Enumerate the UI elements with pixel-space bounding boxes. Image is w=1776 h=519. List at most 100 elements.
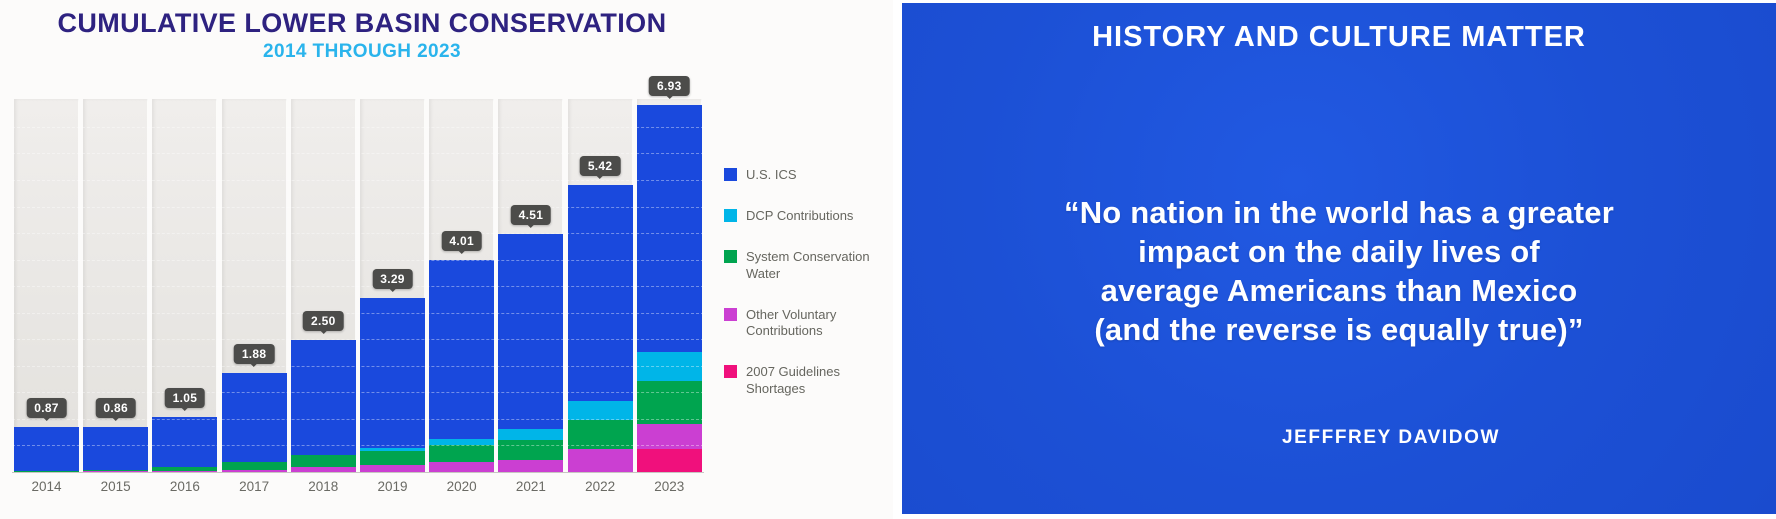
- x-axis-label: 2022: [585, 479, 616, 494]
- quote-attribution: JEFFFREY DAVIDOW: [1281, 427, 1501, 448]
- legend-swatch: [724, 208, 737, 222]
- value-badge: 6.93: [649, 76, 690, 100]
- gridline: [12, 365, 704, 367]
- gridline: [12, 339, 704, 341]
- value-badge: 0.86: [95, 398, 136, 422]
- segment-u-s-ics: [14, 426, 79, 471]
- quote-line: average Americans than Mexico: [1100, 273, 1578, 309]
- value-badge: 3.29: [372, 269, 413, 293]
- segment-2007-guidelines-shortages: [636, 449, 702, 473]
- quote-line: “No nation in the world has a greater: [1064, 195, 1614, 230]
- legend-swatch: [724, 168, 737, 181]
- segment-other-voluntary-contributions: [221, 469, 287, 473]
- legend-item: 2007 Guidelines Shortages: [724, 364, 892, 398]
- bar-2017: 1.88: [221, 71, 287, 473]
- gridline: [12, 179, 704, 181]
- segment-system-conservation-water: [14, 470, 79, 472]
- legend-item: U.S. ICS: [724, 167, 892, 184]
- x-axis-label: 2014: [31, 479, 62, 494]
- segment-other-voluntary-contributions: [290, 466, 356, 473]
- value-badge: 1.88: [233, 344, 275, 368]
- x-axis-label: 2020: [446, 479, 477, 494]
- segment-u-s-ics: [636, 105, 702, 352]
- segment-system-conservation-water: [83, 469, 149, 472]
- segment-dcp-contributions: [429, 439, 495, 446]
- chart-legend: U.S. ICS DCP Contributions System Conserva…: [724, 167, 892, 473]
- bar-2022: 5.42: [567, 71, 633, 473]
- chart-title: CUMULATIVE LOWER BASIN CONSERVATION: [57, 8, 667, 38]
- value-badge: 0.87: [26, 397, 67, 421]
- segment-system-conservation-water: [221, 462, 287, 470]
- segment-system-conservation-water: [567, 419, 633, 450]
- bar-2018: 2.50: [290, 71, 356, 473]
- quote-slide-title: HISTORY AND CULTURE MATTER: [1092, 21, 1586, 53]
- gridline: [12, 206, 704, 208]
- segment-u-s-ics: [152, 417, 218, 467]
- x-axis-labels: 2014 2015 2016 2017 2018 2019 2020 2021 2022 2023: [12, 477, 704, 503]
- legend-label: DCP Contributions: [746, 207, 854, 223]
- chart-subtitle: 2014 THROUGH 2023: [263, 41, 461, 62]
- bar-2023: 6.93: [636, 71, 702, 473]
- legend-item: System Conservation Water: [724, 249, 892, 283]
- value-badge: 4.51: [510, 204, 552, 228]
- segment-dcp-contributions: [567, 400, 633, 420]
- bar-2021: 4.51: [498, 71, 564, 473]
- x-axis-label: 2023: [654, 479, 685, 494]
- conservation-chart-slide: CUMULATIVE LOWER BASIN CONSERVATION 2014…: [0, 8, 893, 503]
- segment-dcp-contributions: [360, 448, 425, 451]
- x-axis-label: 2019: [377, 479, 408, 494]
- segment-system-conservation-water: [290, 454, 356, 467]
- legend-label: 2007 Guidelines Shortages: [746, 364, 840, 397]
- gridline: [12, 259, 704, 261]
- legend-swatch: [724, 365, 737, 379]
- quote-slide: HISTORY AND CULTURE MATTER “No nation in…: [902, 3, 1776, 514]
- segment-other-voluntary-contributions: [360, 464, 425, 473]
- segment-other-voluntary-contributions: [636, 423, 702, 450]
- bar-2015: 0.86: [83, 71, 149, 473]
- x-axis-label: 2015: [100, 479, 131, 494]
- x-axis-label: 2017: [239, 479, 270, 494]
- value-badge: 4.01: [441, 231, 482, 255]
- segment-u-s-ics: [567, 185, 633, 401]
- value-badge: 2.50: [303, 311, 344, 335]
- segment-other-voluntary-contributions: [429, 462, 495, 473]
- x-axis-line: [12, 472, 704, 473]
- quote-line: impact on the daily lives of: [1138, 234, 1540, 270]
- segment-other-voluntary-contributions: [498, 459, 564, 473]
- legend-item: DCP Contributions: [724, 208, 892, 225]
- legend-label: U.S. ICS: [746, 167, 797, 182]
- segment-u-s-ics: [429, 260, 495, 440]
- gridline: [12, 392, 704, 394]
- segment-system-conservation-water: [152, 466, 218, 471]
- segment-other-voluntary-contributions: [567, 449, 633, 473]
- segment-dcp-contributions: [636, 351, 702, 382]
- quote-line: (and the reverse is equally true)”: [1094, 312, 1584, 348]
- legend-swatch: [724, 249, 737, 263]
- legend-label: Other Voluntary Contributions: [746, 306, 837, 339]
- gridline: [12, 445, 704, 447]
- legend-item: Other Voluntary Contributions: [724, 307, 892, 341]
- bar-2020: 4.01: [429, 71, 495, 473]
- gridline: [12, 286, 704, 288]
- gridline: [12, 418, 704, 420]
- bar-2016: 1.05: [152, 71, 218, 473]
- segment-dcp-contributions: [498, 428, 564, 440]
- value-badge: 1.05: [164, 388, 206, 412]
- x-axis-label: 2018: [308, 479, 339, 494]
- gridline: [12, 126, 704, 128]
- segment-system-conservation-water: [636, 381, 702, 424]
- gridline: [12, 312, 704, 314]
- quote-text: “No nation in the world has a greater imp…: [902, 193, 1776, 349]
- bar-2019: 3.29: [360, 71, 425, 473]
- gridline: [12, 153, 704, 155]
- segment-u-s-ics: [360, 298, 425, 449]
- bar-2014: 0.87: [14, 71, 79, 473]
- chart-row: 0.87 0.86 1.05 1.88 2.50 3.29 4.01 4.51 5.42 6.93…: [0, 71, 893, 473]
- segment-system-conservation-water: [429, 445, 495, 463]
- segment-u-s-ics: [290, 340, 356, 455]
- segment-system-conservation-water: [360, 450, 425, 465]
- segment-other-voluntary-contributions: [152, 470, 218, 473]
- plot-area: 0.87 0.86 1.05 1.88 2.50 3.29 4.01 4.51 5.42 6.93: [12, 71, 704, 473]
- x-axis-label: 2016: [169, 479, 200, 494]
- value-badge: 5.42: [579, 156, 621, 180]
